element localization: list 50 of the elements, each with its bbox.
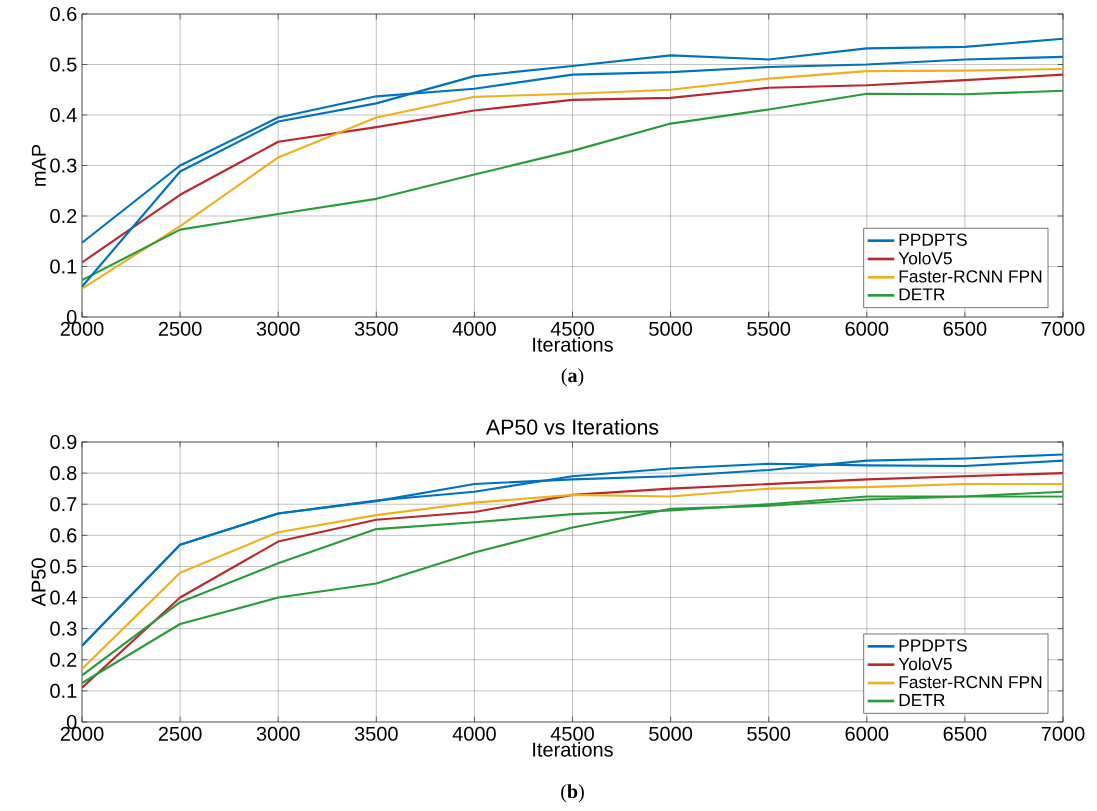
x-tick-label: 4500 bbox=[550, 726, 594, 741]
legend-label: YoloV5 bbox=[898, 657, 952, 671]
legend-label: PPDPTS bbox=[899, 233, 967, 246]
x-tick-label: 3500 bbox=[354, 726, 398, 741]
legend-label: Faster-RCNN FPN bbox=[899, 270, 1042, 283]
y-tick-label: 0.3 bbox=[50, 158, 77, 173]
x-tick-label: 6500 bbox=[943, 321, 987, 336]
legend-label: PPDPTS bbox=[899, 639, 967, 652]
x-tick-label: 5500 bbox=[747, 726, 791, 741]
text: (b) bbox=[561, 784, 584, 803]
x-tick-label: 3000 bbox=[256, 321, 300, 336]
x-tick-label: 6000 bbox=[845, 321, 889, 336]
y-tick-label: 0.6 bbox=[50, 6, 77, 22]
y-tick-label: 0.4 bbox=[50, 590, 77, 605]
y-tick-label: 0.2 bbox=[50, 208, 77, 224]
legend-label: DETR bbox=[899, 694, 945, 706]
x-tick-label: 7000 bbox=[1041, 321, 1085, 336]
x-axis-title: Iterations bbox=[533, 337, 613, 352]
legend-label: YoloV5 bbox=[898, 251, 952, 265]
y-tick-label: 0.6 bbox=[50, 528, 77, 543]
y-tick-label: 0.9 bbox=[50, 434, 77, 450]
y-axis-title: mAP bbox=[31, 144, 46, 186]
x-tick-label: 3500 bbox=[354, 321, 398, 336]
y-tick-label: 0.8 bbox=[50, 466, 77, 481]
legend-label: Faster-RCNN FPN bbox=[899, 675, 1042, 689]
y-tick-label: 0.5 bbox=[50, 559, 77, 574]
y-tick-label: 0.1 bbox=[50, 683, 77, 698]
x-tick-label: 5500 bbox=[747, 321, 791, 336]
text: (a) bbox=[561, 368, 584, 387]
y-tick-label: 0.2 bbox=[50, 652, 77, 667]
y-tick-label: 0.5 bbox=[50, 57, 77, 72]
x-tick-label: 5000 bbox=[649, 321, 693, 336]
x-tick-label: 6000 bbox=[845, 726, 889, 741]
x-tick-label: 4500 bbox=[550, 321, 594, 336]
y-tick-label: 0.3 bbox=[50, 621, 77, 636]
x-tick-label: 2500 bbox=[158, 321, 202, 336]
y-tick-label: 0.4 bbox=[50, 107, 77, 123]
chart-title: AP50 vs Iterations bbox=[485, 418, 659, 435]
x-tick-label: 4000 bbox=[452, 321, 496, 336]
x-tick-label: 7000 bbox=[1041, 726, 1085, 741]
x-axis-title: Iterations bbox=[533, 742, 613, 757]
y-axis-title: AP50 bbox=[31, 558, 46, 607]
y-tick-label: 0.1 bbox=[50, 259, 77, 274]
y-tick-label: 0.7 bbox=[50, 497, 77, 512]
legend-label: DETR bbox=[899, 288, 945, 301]
x-tick-label: 6500 bbox=[943, 726, 987, 741]
x-tick-label: 2500 bbox=[158, 726, 202, 741]
x-tick-label: 4000 bbox=[452, 726, 496, 741]
x-tick-label: 3000 bbox=[256, 726, 300, 741]
x-tick-label: 5000 bbox=[649, 726, 693, 741]
